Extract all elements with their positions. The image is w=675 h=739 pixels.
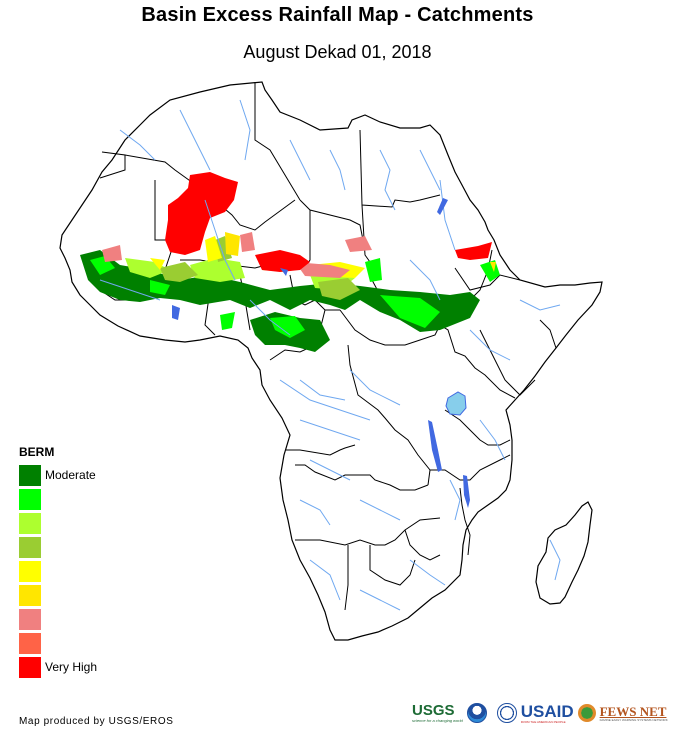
legend-label: Very High bbox=[45, 660, 98, 674]
legend-swatch bbox=[19, 560, 41, 582]
map-credit: Map produced by USGS/EROS bbox=[19, 716, 174, 727]
lake-victoria bbox=[445, 391, 467, 416]
lake-nasser bbox=[437, 198, 448, 215]
legend-swatch bbox=[19, 464, 41, 486]
legend-label: Moderate bbox=[45, 468, 96, 482]
usaid-logo: USAID FROM THE AMERICAN PEOPLE bbox=[521, 703, 574, 724]
river-network bbox=[99, 99, 561, 611]
lake-volta bbox=[172, 305, 180, 320]
lake-tanganyika bbox=[428, 420, 442, 472]
legend-item-8 bbox=[19, 631, 97, 655]
fewsnet-tagline: FAMINE EARLY WARNING SYSTEMS NETWORK bbox=[599, 717, 668, 722]
legend-title: BERM bbox=[19, 445, 55, 459]
legend-swatch bbox=[19, 488, 41, 510]
map-title: Basin Excess Rainfall Map - Catchments bbox=[141, 4, 534, 26]
legend-swatch bbox=[19, 536, 41, 558]
legend-swatch bbox=[19, 584, 41, 606]
lakes bbox=[172, 198, 470, 508]
fewsnet-wordmark: FEWS NET bbox=[599, 703, 667, 719]
legend-item-9: Very High bbox=[19, 655, 97, 679]
fewsnet-logo: FEWS NET FAMINE EARLY WARNING SYSTEMS NE… bbox=[600, 705, 668, 722]
map-subtitle: August Dekad 01, 2018 bbox=[243, 42, 432, 62]
legend-item-2 bbox=[19, 487, 97, 511]
legend-item-4 bbox=[19, 535, 97, 559]
usaid-tagline: FROM THE AMERICAN PEOPLE bbox=[520, 719, 566, 724]
berm-legend: BERM Moderate Very High bbox=[19, 445, 97, 679]
legend-item-6 bbox=[19, 583, 97, 607]
legend-swatch bbox=[19, 512, 41, 534]
legend-item-1: Moderate bbox=[19, 463, 97, 487]
continent-outline bbox=[59, 81, 603, 641]
usaid-wordmark: USAID bbox=[520, 701, 574, 721]
lake-chad bbox=[280, 268, 288, 276]
rainfall-overlay bbox=[80, 172, 500, 352]
legend-swatch bbox=[19, 632, 41, 654]
legend-item-3 bbox=[19, 511, 97, 535]
usgs-wordmark: USGS bbox=[412, 702, 455, 719]
partner-logos: USGS science for a changing world USAID … bbox=[412, 700, 668, 726]
fewsnet-globe-icon bbox=[577, 704, 596, 722]
noaa-logo-icon bbox=[466, 703, 487, 723]
legend-item-5 bbox=[19, 559, 97, 583]
usgs-tagline: science for a changing world bbox=[412, 718, 463, 723]
lake-malawi bbox=[463, 475, 470, 508]
legend-swatch bbox=[19, 656, 41, 678]
legend-item-7 bbox=[19, 607, 97, 631]
legend-swatch bbox=[19, 608, 41, 630]
usaid-seal-icon bbox=[496, 703, 517, 723]
usgs-logo: USGS science for a changing world bbox=[412, 703, 463, 723]
